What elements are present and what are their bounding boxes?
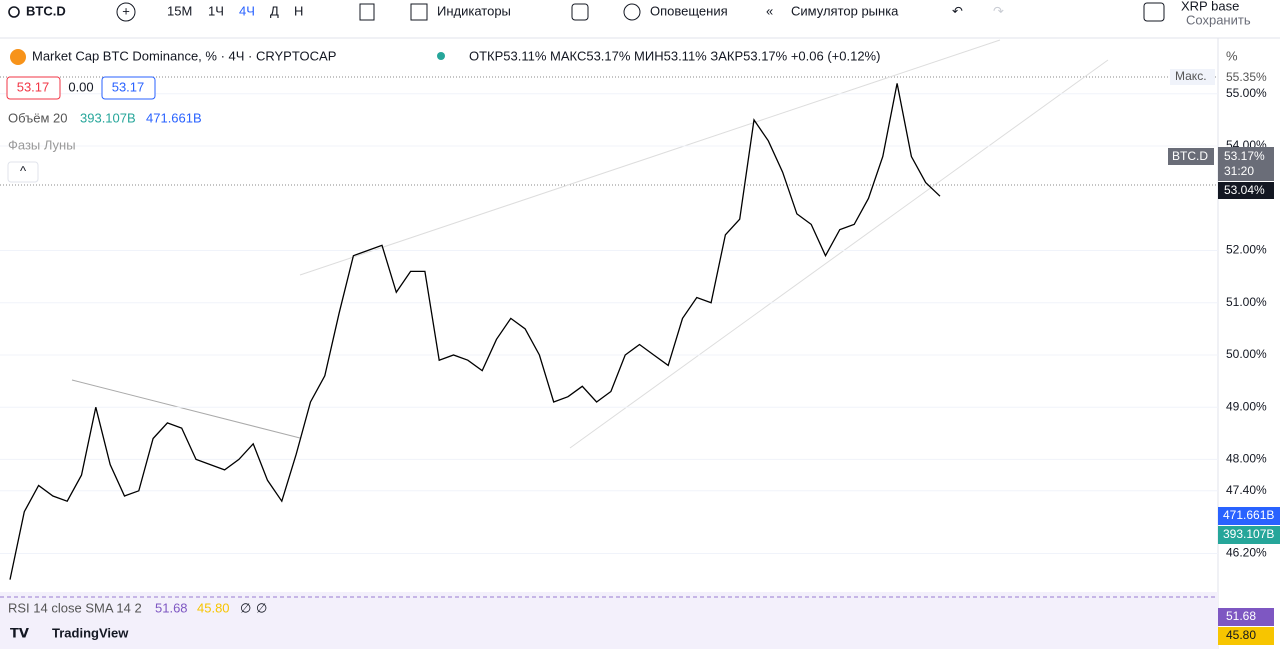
- axis-unit: %: [1226, 48, 1238, 63]
- brand-logo: 𝗧𝗩: [10, 625, 29, 640]
- brand: TradingView: [52, 625, 129, 640]
- rsi-pane: [0, 592, 1218, 649]
- alerts-icon[interactable]: [623, 3, 641, 21]
- undo[interactable]: ↶: [952, 3, 963, 18]
- rsi-ma-tag: 45.80: [1226, 628, 1256, 642]
- price-tags: % Макс. 55.35% BTC.D 53.17% 31:20 53.04%…: [1168, 48, 1280, 645]
- sell-box[interactable]: [6, 76, 61, 100]
- countdown: 31:20: [1224, 164, 1254, 178]
- collapse[interactable]: [7, 161, 39, 183]
- replay[interactable]: Симулятор рынка: [791, 3, 899, 18]
- rsi-tag: 51.68: [1226, 609, 1256, 623]
- max-value: 55.35%: [1226, 70, 1267, 84]
- close-price: 53.04%: [1224, 183, 1265, 197]
- y-tick-label: 47.40%: [1226, 483, 1267, 497]
- buy-box[interactable]: [101, 76, 156, 100]
- symbol-tag: BTC.D: [1172, 149, 1208, 163]
- trend-line: [299, 39, 1001, 276]
- spread: 0.00: [68, 79, 93, 94]
- rsi-ma-tag-bg: [1218, 627, 1274, 645]
- rsi-tag-bg: [1218, 608, 1274, 626]
- y-tick-label: 50.00%: [1226, 347, 1267, 361]
- ohlc: ОТКР53.11% МАКС53.17% МИН53.11% ЗАКР53.1…: [469, 48, 880, 63]
- interval[interactable]: 1Ч: [208, 3, 224, 18]
- trend-line: [569, 59, 1109, 449]
- vol-ma-tag-bg: [1218, 507, 1280, 525]
- save[interactable]: Сохранить: [1186, 12, 1251, 27]
- alerts[interactable]: Оповещения: [650, 3, 728, 18]
- price-line: [9, 83, 941, 580]
- legend-title: Market Cap BTC Dominance, % · 4Ч · CRYPT…: [32, 48, 336, 63]
- interval[interactable]: 15М: [167, 3, 192, 18]
- rsi-ma: 45.80: [197, 600, 230, 615]
- vol-tag-bg: [1218, 526, 1280, 544]
- y-tick-label: 55.00%: [1226, 86, 1267, 100]
- rsi-legend: RSI 14 close SMA 14 2: [8, 600, 142, 615]
- y-tick-label: 51.00%: [1226, 295, 1267, 309]
- rsi-extra: ∅: [240, 600, 251, 615]
- rsi-extra: ∅: [256, 600, 267, 615]
- volume-label: Объём 20: [8, 110, 68, 125]
- y-tick-label: 48.00%: [1226, 452, 1267, 466]
- redo[interactable]: ↷: [993, 3, 1004, 18]
- add-symbol-icon[interactable]: +: [122, 3, 130, 18]
- volume-value: 393.107B: [80, 110, 136, 125]
- sell[interactable]: 53.17: [17, 79, 50, 94]
- trend-line: [71, 379, 301, 439]
- max-tag-bg: [1170, 69, 1215, 85]
- buy[interactable]: 53.17: [112, 79, 145, 94]
- symbol[interactable]: BTC.D: [26, 3, 66, 18]
- indicators-icon[interactable]: [410, 3, 428, 21]
- max-label: Макс.: [1175, 69, 1207, 83]
- replay-icon[interactable]: «: [766, 3, 773, 18]
- legend: Market Cap BTC Dominance, % · 4Ч · CRYPT…: [6, 48, 880, 640]
- last-tag-bg: [1218, 147, 1274, 181]
- search-icon[interactable]: [8, 6, 20, 18]
- chart-type[interactable]: [359, 3, 375, 21]
- vol-ma-tag: 471.661B: [1223, 508, 1274, 522]
- vol-tag: 393.107B: [1223, 527, 1274, 541]
- layout-icon[interactable]: [1143, 2, 1165, 22]
- toolbar: BTC.D + 15М 1Ч 4Ч Д Н Индикаторы Оповеще…: [8, 0, 1251, 27]
- indicators[interactable]: Индикаторы: [437, 3, 511, 18]
- add-symbol[interactable]: [116, 2, 136, 22]
- y-tick-label: 46.20%: [1226, 546, 1267, 560]
- interval[interactable]: 4Ч: [239, 3, 255, 18]
- interval[interactable]: Н: [294, 3, 303, 18]
- layout-name[interactable]: XRP base: [1181, 0, 1239, 13]
- symbol-logo: [10, 49, 26, 65]
- volume-ma: 471.661B: [146, 110, 202, 125]
- toolbar-bg: [0, 0, 1280, 30]
- status-dot: [437, 52, 445, 60]
- rsi-value: 51.68: [155, 600, 188, 615]
- y-tick-label: 49.00%: [1226, 399, 1267, 413]
- interval[interactable]: Д: [270, 3, 279, 18]
- templates[interactable]: [571, 3, 589, 21]
- close-tag-bg: [1218, 182, 1274, 199]
- last-price: 53.17%: [1224, 149, 1265, 163]
- moon-label: Фазы Луны: [8, 137, 76, 152]
- symbol-tag-bg: [1168, 148, 1214, 165]
- y-tick-label: 52.00%: [1226, 243, 1267, 257]
- collapse-icon[interactable]: ^: [20, 163, 27, 178]
